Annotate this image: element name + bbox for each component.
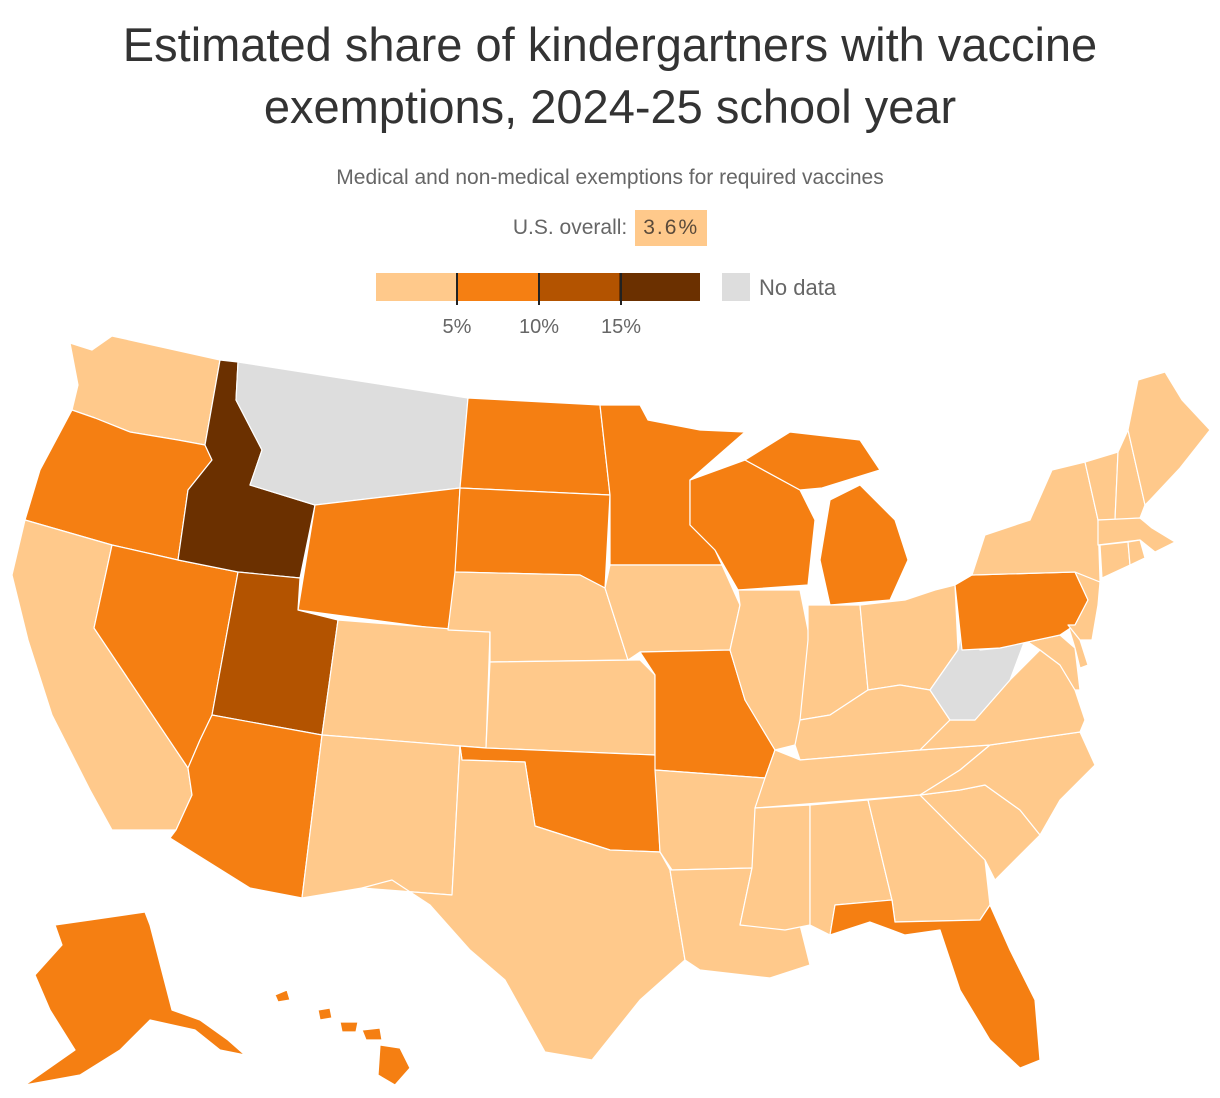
state-nc[interactable] bbox=[919, 731, 1096, 836]
state-nj[interactable] bbox=[1067, 571, 1101, 641]
legend-tick-15 bbox=[620, 273, 622, 305]
state-pa[interactable] bbox=[954, 571, 1089, 651]
state-md[interactable] bbox=[999, 634, 1081, 691]
state-nd[interactable] bbox=[459, 397, 611, 496]
state-ar[interactable] bbox=[654, 769, 766, 871]
legend-tick-10 bbox=[538, 273, 540, 305]
legend-bin-3 bbox=[538, 273, 619, 301]
state-ak[interactable] bbox=[24, 911, 246, 1086]
state-ct[interactable] bbox=[1099, 541, 1131, 579]
state-fl[interactable] bbox=[829, 899, 1041, 1069]
state-tx[interactable] bbox=[361, 745, 686, 1061]
chart-title: Estimated share of kindergartners with v… bbox=[0, 14, 1220, 138]
us-overall-label: U.S. overall: bbox=[512, 216, 628, 239]
title-line-1: Estimated share of kindergartners with v… bbox=[122, 18, 1098, 71]
legend-bin-4 bbox=[619, 273, 700, 301]
state-co[interactable] bbox=[321, 619, 491, 749]
legend-tick-5 bbox=[456, 273, 458, 305]
legend-label-10: 10% bbox=[518, 316, 560, 338]
title-line-2: exemptions, 2024-25 school year bbox=[263, 80, 957, 133]
state-ri[interactable] bbox=[1127, 539, 1146, 566]
us-overall: U.S. overall: 3.6% bbox=[0, 210, 1220, 246]
state-ia[interactable] bbox=[604, 564, 741, 661]
chart-subtitle: Medical and non-medical exemptions for r… bbox=[336, 166, 884, 189]
legend-color-bar bbox=[376, 273, 700, 301]
state-ks[interactable] bbox=[485, 659, 656, 756]
state-il[interactable] bbox=[729, 589, 811, 751]
legend-nodata-label: No data bbox=[759, 275, 837, 300]
state-nm[interactable] bbox=[301, 734, 461, 899]
state-nh[interactable] bbox=[1114, 429, 1146, 521]
state-mi[interactable] bbox=[744, 431, 909, 606]
state-wy[interactable] bbox=[297, 487, 461, 631]
legend-nodata-swatch bbox=[722, 273, 750, 301]
state-hi[interactable] bbox=[274, 989, 411, 1086]
state-ny[interactable] bbox=[971, 461, 1101, 583]
us-overall-value: 3.6% bbox=[635, 210, 708, 246]
legend-bin-1 bbox=[376, 273, 457, 301]
state-me[interactable] bbox=[1127, 371, 1211, 506]
legend-label-5: 5% bbox=[442, 316, 472, 338]
legend-label-15: 15% bbox=[600, 316, 642, 338]
legend-bin-2 bbox=[457, 273, 538, 301]
state-mt[interactable] bbox=[235, 361, 469, 506]
